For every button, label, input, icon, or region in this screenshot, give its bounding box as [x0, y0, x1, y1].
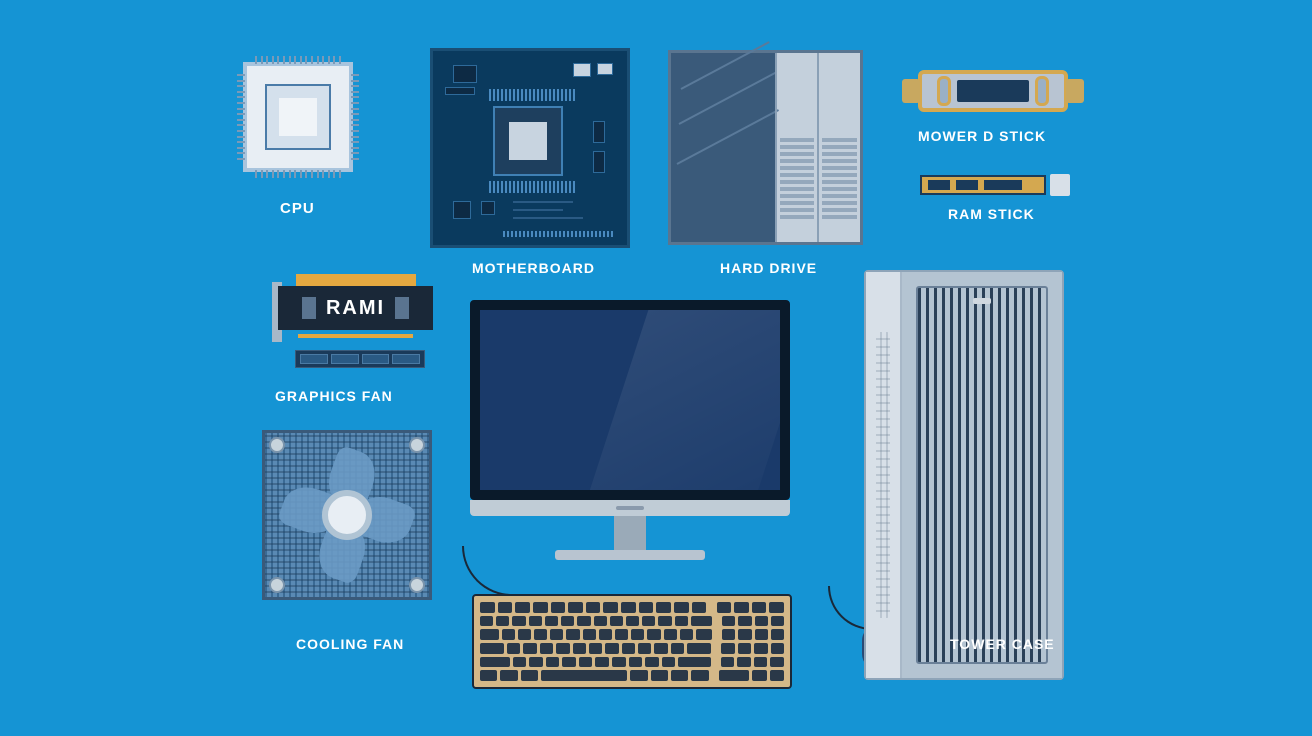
cpu-icon: [243, 62, 353, 172]
graphics-card-icon: RAMI: [278, 274, 433, 334]
keyboard-icon: [472, 594, 792, 689]
graphics-fan-label: GRAPHICS FAN: [275, 388, 393, 404]
cooling-fan-label: COOLING FAN: [296, 636, 404, 652]
ram-module-1-icon: [918, 70, 1068, 112]
ram-stick-icon: [920, 175, 1070, 195]
graphics-card-text: RAMI: [326, 297, 385, 320]
tower-case-icon: [864, 270, 1064, 680]
hard-drive-icon: [668, 50, 863, 245]
keyboard-cable: [462, 546, 532, 596]
ram-stick-label: RAM STICK: [948, 206, 1035, 222]
motherboard-label: MOTHERBOARD: [472, 260, 595, 276]
mower-stick-label: MOWER D STICK: [918, 128, 1046, 144]
tower-case-label: TOWER CASE: [950, 636, 1055, 652]
monitor-icon: [470, 300, 790, 560]
hard-drive-label: HARD DRIVE: [720, 260, 817, 276]
cooling-fan-icon: [262, 430, 432, 600]
cpu-label: CPU: [280, 200, 315, 217]
small-ram-icon: [295, 350, 425, 368]
infographic-canvas: CPU MOTHERBOARD: [0, 0, 1312, 736]
motherboard-icon: [430, 48, 630, 248]
